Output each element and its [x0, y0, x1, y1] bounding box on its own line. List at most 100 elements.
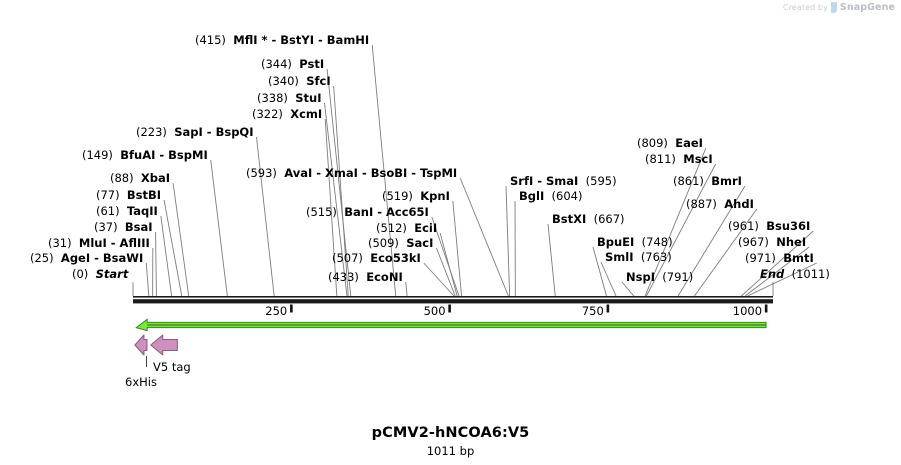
leader-line	[744, 246, 810, 297]
leader-line	[747, 262, 817, 297]
site-position: (340)	[268, 74, 299, 88]
site-enzyme-names: KpnI	[420, 189, 450, 203]
end-position: (1011)	[791, 267, 830, 281]
watermark-label: Created by	[782, 3, 828, 12]
leader-line	[172, 182, 190, 297]
restriction-site-label[interactable]: (415) MflI * - BstYI - BamHI	[195, 34, 369, 47]
restriction-site-label[interactable]: (31) MluI - AflIII	[48, 237, 150, 250]
ruler-tick-label: 250	[265, 304, 288, 318]
restriction-site-label[interactable]: (88) XbaI	[110, 172, 170, 185]
restriction-site-label[interactable]: (322) XcmI	[252, 108, 322, 121]
restriction-site-label[interactable]: (37) BsaI	[94, 221, 153, 234]
restriction-site-label[interactable]: (811) MscI	[645, 153, 713, 166]
feature-arrow[interactable]	[150, 334, 178, 356]
restriction-site-label[interactable]: (861) BmrI	[673, 175, 742, 188]
site-enzyme-names: StuI	[295, 91, 322, 105]
site-enzyme-names: Eco53kI	[370, 251, 421, 265]
sequence-end-label: End (1011)	[760, 268, 830, 281]
leader-line	[145, 262, 150, 297]
leader-line	[256, 136, 275, 297]
leader-line	[592, 246, 607, 297]
site-position: (88)	[110, 171, 134, 185]
ruler-tick-label: 1000	[732, 304, 763, 318]
restriction-site-label[interactable]: (338) StuI	[257, 92, 322, 105]
leader-line	[644, 147, 707, 297]
site-position: (223)	[136, 125, 167, 139]
restriction-site-label[interactable]: (25) AgeI - BsaWI	[30, 252, 143, 265]
feature-arrow[interactable]	[134, 334, 148, 356]
leader-line	[741, 230, 814, 297]
restriction-site-label[interactable]: SrfI - SmaI (595)	[510, 175, 617, 188]
restriction-site-label[interactable]: (961) Bsu36I	[728, 220, 810, 233]
site-enzyme-names: MflI * - BstYI - BamHI	[233, 33, 370, 47]
start-label-text: Start	[95, 267, 129, 281]
site-enzyme-names: NspI	[626, 270, 655, 284]
leader-line	[600, 261, 617, 297]
site-enzyme-names: TaqII	[126, 204, 158, 218]
leader-line	[333, 85, 349, 297]
restriction-site-label[interactable]: (507) Eco53kI	[332, 252, 421, 265]
site-enzyme-names: EciI	[414, 221, 438, 235]
site-enzyme-names: BglI	[519, 189, 545, 203]
site-enzyme-names: SacI	[406, 236, 434, 250]
restriction-site-label[interactable]: (512) EciI	[376, 222, 437, 235]
leader-line	[677, 185, 746, 297]
site-enzyme-names: AgeI - BsaWI	[60, 251, 144, 265]
restriction-site-label[interactable]: (809) EaeI	[637, 137, 703, 150]
restriction-site-label[interactable]: (340) SfcI	[268, 75, 331, 88]
restriction-site-label[interactable]: (519) KpnI	[382, 190, 450, 203]
site-enzyme-names: BfuAI - BspMI	[120, 148, 208, 162]
restriction-site-label[interactable]: BstXI (667)	[552, 213, 625, 226]
snapgene-watermark: Created by SnapGene	[783, 2, 895, 13]
restriction-site-label[interactable]: (61) TaqII	[96, 205, 158, 218]
restriction-site-label[interactable]: (967) NheI	[738, 236, 806, 249]
site-enzyme-names: XbaI	[140, 171, 171, 185]
site-enzyme-names: SfcI	[306, 74, 331, 88]
site-enzyme-names: BsaI	[124, 220, 153, 234]
site-position: (512)	[376, 221, 407, 235]
restriction-site-label[interactable]: (971) BmtI	[745, 252, 814, 265]
restriction-site-label[interactable]: (515) BanI - Acc65I	[306, 206, 429, 219]
leader-line	[155, 231, 157, 297]
site-position: (604)	[551, 189, 583, 203]
site-position: (31)	[48, 236, 72, 250]
leader-line	[423, 262, 455, 297]
restriction-site-label[interactable]: (509) SacI	[368, 237, 433, 250]
restriction-site-label[interactable]: (593) AvaI - XmaI - BsoBI - TspMI	[246, 167, 457, 180]
site-position: (77)	[96, 188, 120, 202]
site-enzyme-names: MluI - AflIII	[78, 236, 150, 250]
restriction-site-label[interactable]: NspI (791)	[626, 271, 693, 284]
restriction-site-label[interactable]: (77) BstBI	[96, 189, 161, 202]
restriction-site-label[interactable]: (433) EcoNI	[328, 271, 403, 284]
ruler-tick	[606, 304, 610, 313]
site-enzyme-names: Bsu36I	[766, 219, 811, 233]
site-position: (515)	[306, 205, 337, 219]
leader-line	[645, 163, 717, 297]
leader-line	[547, 223, 556, 297]
site-enzyme-names: AhdI	[724, 197, 754, 211]
snapgene-logo-icon	[830, 2, 837, 13]
restriction-site-label[interactable]: (344) PstI	[261, 58, 324, 71]
site-position: (667)	[593, 212, 625, 226]
site-enzyme-names: BmtI	[783, 251, 814, 265]
site-position: (37)	[94, 220, 118, 234]
site-position: (25)	[30, 251, 54, 265]
restriction-site-label[interactable]: (887) AhdI	[686, 198, 754, 211]
site-enzyme-names: AvaI - XmaI - BsoBI - TspMI	[284, 166, 458, 180]
restriction-site-label[interactable]: SmlI (763)	[605, 251, 672, 264]
site-position: (61)	[96, 204, 120, 218]
site-position: (509)	[368, 236, 399, 250]
site-position: (149)	[82, 148, 113, 162]
leader-line	[621, 281, 635, 297]
leader-line	[160, 215, 173, 297]
site-position: (887)	[686, 197, 717, 211]
site-enzyme-names: BanI - Acc65I	[344, 205, 429, 219]
restriction-site-label[interactable]: (223) SapI - BspQI	[136, 126, 253, 139]
restriction-site-label[interactable]: BglI (604)	[519, 190, 582, 203]
restriction-site-label[interactable]: (149) BfuAI - BspMI	[82, 149, 208, 162]
restriction-site-label[interactable]: BpuEI (748)	[597, 236, 673, 249]
site-enzyme-names: BstXI	[552, 212, 587, 226]
leader-line	[405, 281, 408, 297]
site-enzyme-names: EcoNI	[366, 270, 403, 284]
